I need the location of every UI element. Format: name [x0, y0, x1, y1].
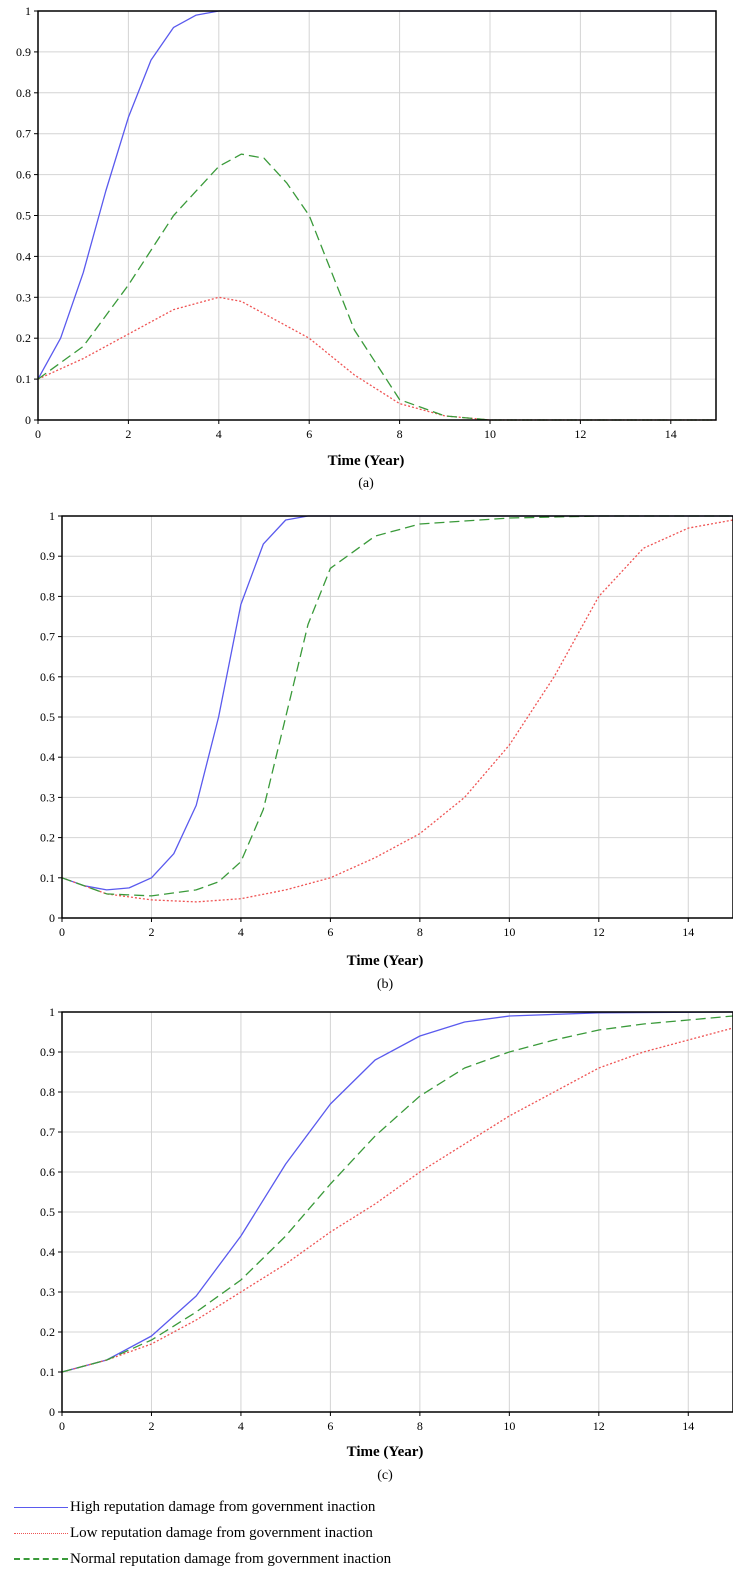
x-tick-label-c: 0: [59, 1419, 65, 1433]
y-tick-label-a: 0.8: [16, 86, 31, 100]
y-tick-label-a: 0.3: [16, 290, 31, 304]
y-tick-label-c: 0.8: [40, 1085, 55, 1099]
legend-swatch-high: [14, 1506, 68, 1508]
y-tick-label-b: 0.6: [40, 670, 55, 684]
y-tick-label-a: 0.2: [16, 331, 31, 345]
plot-frame-c: [61, 1011, 733, 1413]
y-tick-label-c: 0.3: [40, 1285, 55, 1299]
series-line-normal-b: [61, 515, 733, 897]
panel-label-b: (b): [376, 977, 394, 992]
x-tick-label-a: 0: [35, 427, 41, 441]
y-tick-label-c: 0.1: [40, 1365, 55, 1379]
legend-label-high: High reputation damage from government i…: [70, 1499, 376, 1515]
x-axis-label-a: Time (Year): [327, 453, 405, 469]
legend-item-high: High reputation damage from government i…: [14, 1494, 391, 1520]
panel-label-c: (c): [377, 1468, 393, 1483]
x-tick-label-a: 6: [306, 427, 312, 441]
x-axis-label-c: Time (Year): [346, 1444, 424, 1460]
x-tick-label-c: 6: [327, 1419, 333, 1433]
y-tick-label-b: 0.8: [40, 589, 55, 603]
x-tick-label-b: 10: [503, 925, 515, 939]
y-tick-label-b: 0.2: [40, 831, 55, 845]
chart-c-svg: 0 2 4 6 8 10 12 14 0 0.1 0.2 0.3 0.4 0.5 0.6 0.7 0.8 0.9 1: [40, 1005, 733, 1433]
y-tick-label-a: 0.4: [16, 249, 31, 263]
y-tick-label-c: 0: [49, 1405, 55, 1419]
legend-swatch-low: [14, 1532, 68, 1534]
legend-label-normal: Normal reputation damage from government…: [70, 1551, 392, 1567]
series-line-low-b: [61, 519, 733, 903]
x-tick-label-c: 4: [238, 1419, 244, 1433]
x-axis-label-b: Time (Year): [346, 953, 424, 969]
chart-panel-c: 0 2 4 6 8 10 12 14 0 0.1 0.2 0.3 0.4 0.5 0.6 0.7 0.8 0.9 1…: [0, 1003, 733, 1498]
legend-label-low: Low reputation damage from government in…: [70, 1525, 373, 1541]
y-tick-label-a: 0.7: [16, 127, 31, 141]
x-tick-label-c: 2: [148, 1419, 154, 1433]
x-tick-label-b: 6: [327, 925, 333, 939]
y-tick-label-c: 0.5: [40, 1205, 55, 1219]
x-tick-label-c: 12: [593, 1419, 605, 1433]
x-tick-label-c: 14: [682, 1419, 694, 1433]
x-tick-label-c: 10: [503, 1419, 515, 1433]
y-tick-label-a: 0.9: [16, 45, 31, 59]
x-tick-label-a: 12: [574, 427, 586, 441]
plot-frame-b: [61, 515, 733, 919]
x-tick-label-a: 2: [125, 427, 131, 441]
y-tick-label-b: 0.1: [40, 871, 55, 885]
series-line-high-b: [61, 515, 733, 891]
x-tick-label-b: 2: [148, 925, 154, 939]
legend-swatch-normal: [14, 1558, 68, 1560]
x-tick-label-b: 0: [59, 925, 65, 939]
y-tick-label-c: 0.7: [40, 1125, 55, 1139]
panel-label-a: (a): [358, 476, 374, 491]
series-line-low-c: [61, 1027, 733, 1373]
y-tick-label-a: 0.1: [16, 372, 31, 386]
y-tick-label-a: 0: [25, 413, 31, 427]
x-tick-label-a: 8: [397, 427, 403, 441]
y-tick-label-b: 0.9: [40, 549, 55, 563]
legend: High reputation damage from government i…: [14, 1494, 391, 1572]
plot-frame-a: [37, 10, 717, 421]
series-line-normal-a: [37, 153, 716, 421]
x-tick-label-b: 8: [417, 925, 423, 939]
y-tick-label-a: 0.5: [16, 209, 31, 223]
legend-item-normal: Normal reputation damage from government…: [14, 1546, 391, 1572]
y-tick-label-c: 0.4: [40, 1245, 55, 1259]
y-tick-label-c: 0.9: [40, 1045, 55, 1059]
y-tick-label-a: 1: [25, 4, 31, 18]
chart-panel-b: 0 2 4 6 8 10 12 14 0 0.1 0.2 0.3 0.4 0.5 0.6 0.7 0.8 0.9 1…: [0, 505, 733, 1008]
y-tick-label-c: 1: [49, 1005, 55, 1019]
x-tick-label-a: 10: [484, 427, 496, 441]
y-tick-label-b: 0.7: [40, 630, 55, 644]
y-tick-label-c: 0.2: [40, 1325, 55, 1339]
series-line-high-a: [37, 10, 716, 380]
chart-b-svg: 0 2 4 6 8 10 12 14 0 0.1 0.2 0.3 0.4 0.5 0.6 0.7 0.8 0.9 1: [40, 509, 733, 939]
y-tick-label-b: 1: [49, 509, 55, 523]
series-line-high-c: [61, 1011, 733, 1373]
x-tick-label-a: 14: [665, 427, 677, 441]
x-tick-label-a: 4: [216, 427, 222, 441]
x-tick-label-b: 4: [238, 925, 244, 939]
legend-item-low: Low reputation damage from government in…: [14, 1520, 391, 1546]
series-line-normal-c: [61, 1015, 733, 1373]
chart-panel-a: 0 2 4 6 8 10 12 14 0 0.1 0.2 0.3 0.4 0.5 0.6 0.7 0.8 0.9 1…: [0, 0, 733, 510]
y-tick-label-c: 0.6: [40, 1165, 55, 1179]
x-tick-label-b: 12: [593, 925, 605, 939]
chart-a-svg: 0 2 4 6 8 10 12 14 0 0.1 0.2 0.3 0.4 0.5 0.6 0.7 0.8 0.9 1: [16, 4, 717, 441]
y-tick-label-b: 0.4: [40, 750, 55, 764]
x-tick-label-b: 14: [682, 925, 694, 939]
y-tick-label-a: 0.6: [16, 168, 31, 182]
series-line-low-a: [37, 296, 716, 421]
y-tick-label-b: 0.5: [40, 710, 55, 724]
y-tick-label-b: 0.3: [40, 790, 55, 804]
x-tick-label-c: 8: [417, 1419, 423, 1433]
y-tick-label-b: 0: [49, 911, 55, 925]
